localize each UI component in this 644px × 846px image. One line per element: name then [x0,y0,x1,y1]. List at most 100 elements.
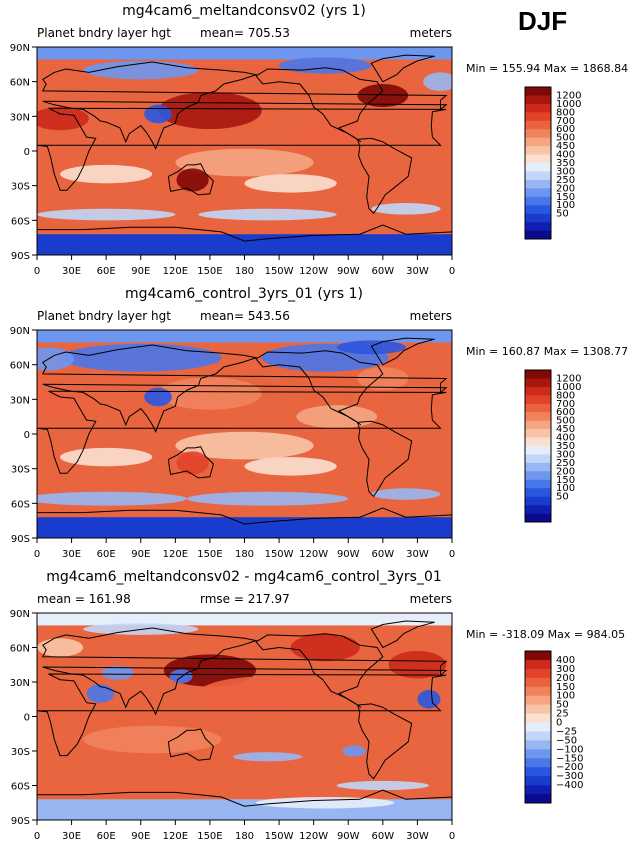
land-greenland [370,620,435,649]
y-tick-label: 60S [11,499,30,510]
panel-title: mg4cam6_meltandconsv02 - mg4cam6_control… [46,569,442,585]
panel-center-label: mean= 705.53 [200,26,290,40]
x-tick-label: 0 [449,266,455,277]
y-tick-label: 90S [11,816,30,827]
map-field-blob [158,92,262,130]
land-eurasia [42,344,448,433]
panel-minmax: Min = 155.94 Max = 1868.84 [466,62,629,75]
colorbar-level-label: −300 [556,771,583,782]
map-background [37,613,452,820]
map-field-blob [244,174,337,193]
colorbar-level-label: 350 [556,158,575,169]
panel-left-label: Planet bndry layer hgt [37,309,171,323]
y-tick-label: 30S [11,747,30,758]
map-field-blob [198,208,337,221]
colorbar-swatch [525,370,551,379]
map-field-blob [101,665,134,680]
colorbar-swatch [525,785,551,795]
x-tick-label: 30W [406,266,429,277]
colorbar-swatch [525,154,551,164]
colorbar-swatch [525,230,551,240]
season-label: DJF [518,6,568,36]
colorbar-level-label: 400 [556,655,575,666]
panel-minmax: Min = 160.87 Max = 1308.77 [466,345,629,358]
x-tick-label: 60W [372,266,395,277]
colorbar-level-label: 100 [556,483,575,494]
colorbar-level-label: 200 [556,183,575,194]
map-field-blob [232,752,303,762]
x-tick-label: 150W [265,549,294,560]
colorbar-level-label: −25 [556,726,577,737]
colorbar-level-label: 50 [556,492,569,503]
colorbar-swatch [525,129,551,138]
map-field-blob [388,650,447,679]
colorbar-level-label: 100 [556,691,575,702]
y-tick-label: 90N [10,43,30,54]
panel-minmax: Min = -318.09 Max = 984.05 [466,628,626,641]
colorbar-swatch [525,454,551,464]
colorbar-swatch [525,731,551,741]
colorbar-level-label: 300 [556,449,575,460]
colorbar-level-label: 1000 [556,382,581,393]
land-australia [167,163,214,196]
x-tick-label: 150W [265,266,294,277]
x-tick-label: 150E [197,549,222,560]
colorbar-level-label: 200 [556,466,575,477]
map-field-blob [417,690,441,709]
colorbar-level-label: 400 [556,433,575,444]
colorbar-swatch [525,437,551,447]
y-tick-label: 90S [11,251,30,262]
colorbar-swatch [525,659,551,670]
colorbar-swatch [525,686,551,697]
map-field-blob [371,488,441,500]
x-tick-label: 0 [34,549,40,560]
x-tick-label: 120E [163,549,188,560]
land-australia [167,446,214,479]
x-tick-label: 60W [372,549,395,560]
x-tick-label: 120E [163,831,188,842]
map-field-blob [342,745,366,757]
colorbar-swatch [525,722,551,732]
map-background [37,47,452,255]
map-field-blob [83,725,222,754]
map-field-blob [158,377,262,410]
colorbar-level-label: 150 [556,475,575,486]
colorbar-level-label: 250 [556,458,575,469]
colorbar-swatch [525,222,551,231]
colorbar-level-label: −50 [556,735,577,746]
y-tick-label: 0 [24,430,30,441]
panel-title: mg4cam6_control_3yrs_01 (yrs 1) [125,286,363,302]
x-tick-label: 30E [62,266,81,277]
land-australia [167,728,214,761]
colorbar-level-label: 25 [556,709,569,720]
y-tick-label: 30N [10,678,30,689]
colorbar-level-label: 500 [556,133,575,144]
y-tick-label: 30S [11,465,30,476]
colorbar-swatch [525,196,551,206]
colorbar-level-label: 150 [556,192,575,203]
panel-right-label: meters [409,26,452,40]
colorbar-level-label: 450 [556,424,575,435]
x-tick-label: 0 [449,831,455,842]
colorbar-swatch [525,488,551,497]
land-north-america [255,67,384,143]
colorbar-swatch [525,713,551,723]
colorbar-swatch [525,749,551,759]
map-frame [36,329,453,539]
map-band-south [37,799,452,820]
panel-right-label: meters [409,592,452,606]
land-antarctica [37,789,452,820]
y-tick-label: 90N [10,609,30,620]
x-tick-label: 30W [406,831,429,842]
land-eurasia [42,627,448,716]
map-field-blob [86,684,115,703]
x-tick-label: 90E [131,549,150,560]
colorbar-swatch [525,403,551,413]
colorbar-level-label: 400 [556,150,575,161]
panel-right-label: meters [409,309,452,323]
colorbar-swatch [525,163,551,172]
colorbar-level-label: 1200 [556,373,581,384]
map-field-blob [357,83,409,108]
colorbar-swatch [525,95,551,105]
